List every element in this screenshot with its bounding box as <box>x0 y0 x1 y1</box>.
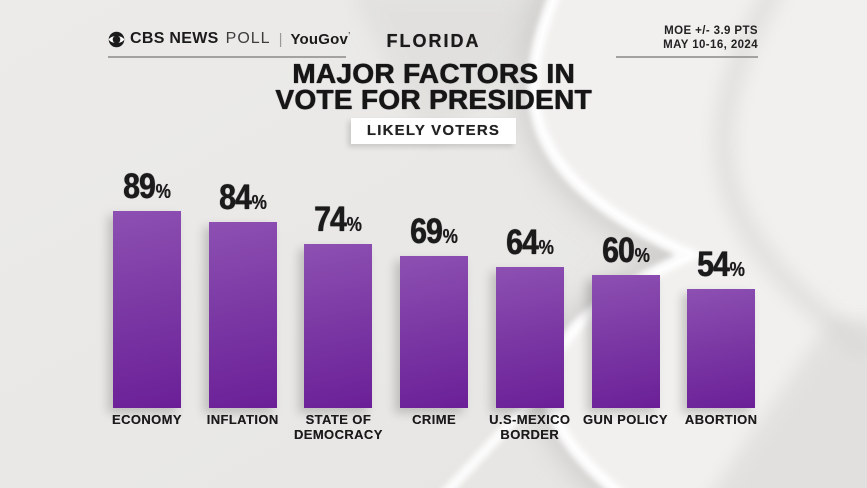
bar-value-label-inflation: 84% <box>189 178 296 218</box>
bar-value-label-crime: 69% <box>381 212 488 252</box>
moe-note: MOE +/- 3.9 PTS MAY 10-16, 2024 <box>558 25 758 52</box>
bar-value-number: 74 <box>314 200 347 240</box>
state-title: FLORIDA <box>386 31 481 51</box>
percent-sign: % <box>729 258 746 281</box>
bar-category-label-economy: ECONOMY <box>85 412 209 428</box>
bar-value-number: 54 <box>697 244 730 284</box>
percent-sign: % <box>442 225 459 248</box>
category-line: U.S-MEXICO <box>489 412 571 427</box>
category-line: ECONOMY <box>112 412 182 427</box>
bar-category-label-gun-policy: GUN POLICY <box>564 412 688 428</box>
category-line: ABORTION <box>684 412 758 427</box>
badge-wrap: LIKELY VOTERS <box>0 118 867 144</box>
bar-economy <box>113 211 181 408</box>
bar-crime <box>400 255 469 408</box>
bar-value-label-gun-policy: 60% <box>572 231 679 271</box>
bar-category-label-inflation: INFLATION <box>181 412 305 428</box>
brand-poll: POLL <box>225 30 271 47</box>
moe-underline <box>616 56 758 58</box>
percent-sign: % <box>347 214 363 237</box>
brand-yougov: YouGov’ <box>290 30 351 48</box>
bar-value-label-abortion: 54% <box>668 245 775 285</box>
likely-voters-badge: LIKELY VOTERS <box>350 118 517 144</box>
percent-sign: % <box>155 181 171 204</box>
moe-line1: MOE +/- 3.9 PTS <box>664 25 758 37</box>
bar-value-label-u-s-mexico-border: 64% <box>476 223 583 263</box>
bar-category-label-state-of-democracy: STATE OF DEMOCRACY <box>276 412 400 442</box>
category-line: INFLATION <box>206 412 279 427</box>
bar-inflation <box>208 222 277 408</box>
category-line: CRIME <box>412 412 457 427</box>
chart-title-line1: MAJOR FACTORS IN <box>292 58 575 89</box>
brand-cbs-news: CBS NEWS <box>130 30 219 47</box>
bar-state-of-democracy <box>304 244 373 408</box>
bar-category-label-crime: CRIME <box>372 412 496 428</box>
percent-sign: % <box>538 236 554 259</box>
bar-value-number: 64 <box>505 222 539 262</box>
percent-sign: % <box>251 192 267 215</box>
brand-underline <box>108 56 346 58</box>
category-line: STATE OF <box>305 412 372 427</box>
bar-value-label-economy: 89% <box>94 167 201 207</box>
brand: CBS NEWS POLL | YouGov’ <box>108 30 351 48</box>
yougov-trademark: ’ <box>348 30 351 40</box>
bar-value-label-state-of-democracy: 74% <box>285 200 392 240</box>
category-line: DEMOCRACY <box>293 426 383 442</box>
bar-u-s-mexico-border <box>495 266 564 408</box>
bar-value-number: 89 <box>123 167 156 207</box>
cbs-eye-icon <box>108 31 125 47</box>
moe-line2: MAY 10-16, 2024 <box>663 38 758 51</box>
bar-value-number: 60 <box>601 231 635 271</box>
bar-value-number: 84 <box>218 178 252 218</box>
chart-title: MAJOR FACTORS IN VOTE FOR PRESIDENT <box>0 58 867 115</box>
percent-sign: % <box>634 245 650 268</box>
category-line: GUN POLICY <box>583 412 668 427</box>
bar-value-number: 69 <box>410 211 443 251</box>
bar-category-label-abortion: ABORTION <box>659 412 783 428</box>
brand-divider: | <box>278 30 283 48</box>
chart-title-line2: VOTE FOR PRESIDENT <box>275 84 592 115</box>
bar-gun-policy <box>591 275 660 408</box>
bar-category-label-u-s-mexico-border: U.S-MEXICO BORDER <box>468 412 592 442</box>
category-line: BORDER <box>500 426 560 442</box>
bar-abortion <box>687 288 756 408</box>
